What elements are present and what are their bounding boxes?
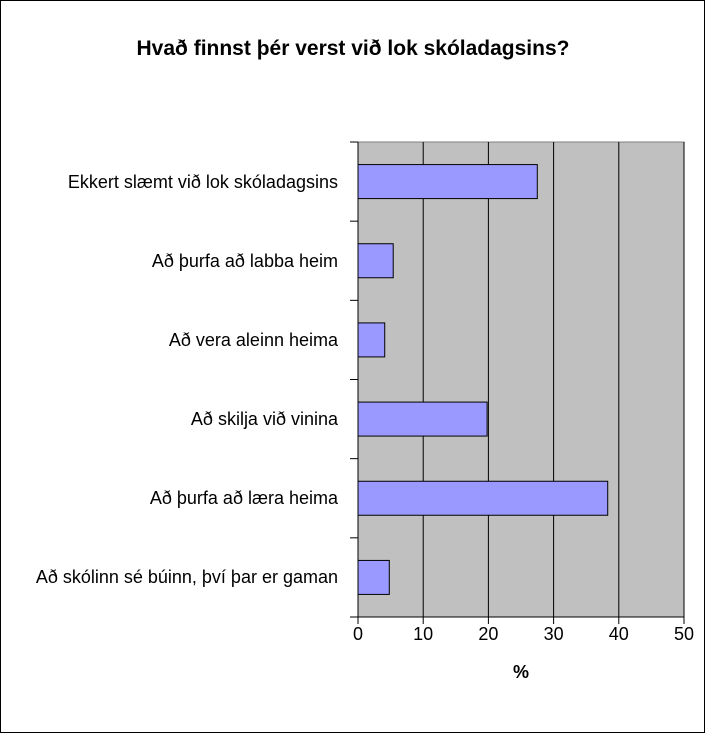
y-tick-label: Að þurfa að labba heim [151,250,338,271]
y-tick-label: Að skólinn sé búinn, því þar er gaman [35,567,338,588]
plot-area [357,141,685,618]
x-axis-label: % [513,662,529,682]
x-tick-label: 20 [478,624,498,644]
y-tick-label: Að vera aleinn heima [168,329,338,350]
y-tick-label: Að skilja við vinina [190,409,338,430]
category-label-box: Að skilja við vinina [8,384,338,454]
bar [357,322,386,358]
category-label-box: Ekkert slæmt við lok skóladagsins [8,147,338,217]
y-tick-label: Ekkert slæmt við lok skóladagsins [67,171,338,192]
y-tick-label: Að þurfa að læra heima [149,488,338,509]
category-label-box: Að þurfa að læra heima [8,463,338,533]
bar [357,243,394,279]
x-tick-label: 30 [544,624,564,644]
x-tick-label: 50 [674,624,694,644]
category-label-box: Að vera aleinn heima [8,305,338,375]
x-tick-label: 40 [609,624,629,644]
bar [357,401,488,437]
bar [357,480,609,516]
category-label-box: Að þurfa að labba heim [8,226,338,296]
bar [357,164,538,200]
x-tick-label: 0 [353,624,363,644]
chart-title: Hvað finnst þér verst við lok skóladagsi… [136,37,570,60]
category-label-box: Að skólinn sé búinn, því þar er gaman [8,542,338,612]
bar [357,559,390,595]
x-tick-label: 10 [413,624,433,644]
